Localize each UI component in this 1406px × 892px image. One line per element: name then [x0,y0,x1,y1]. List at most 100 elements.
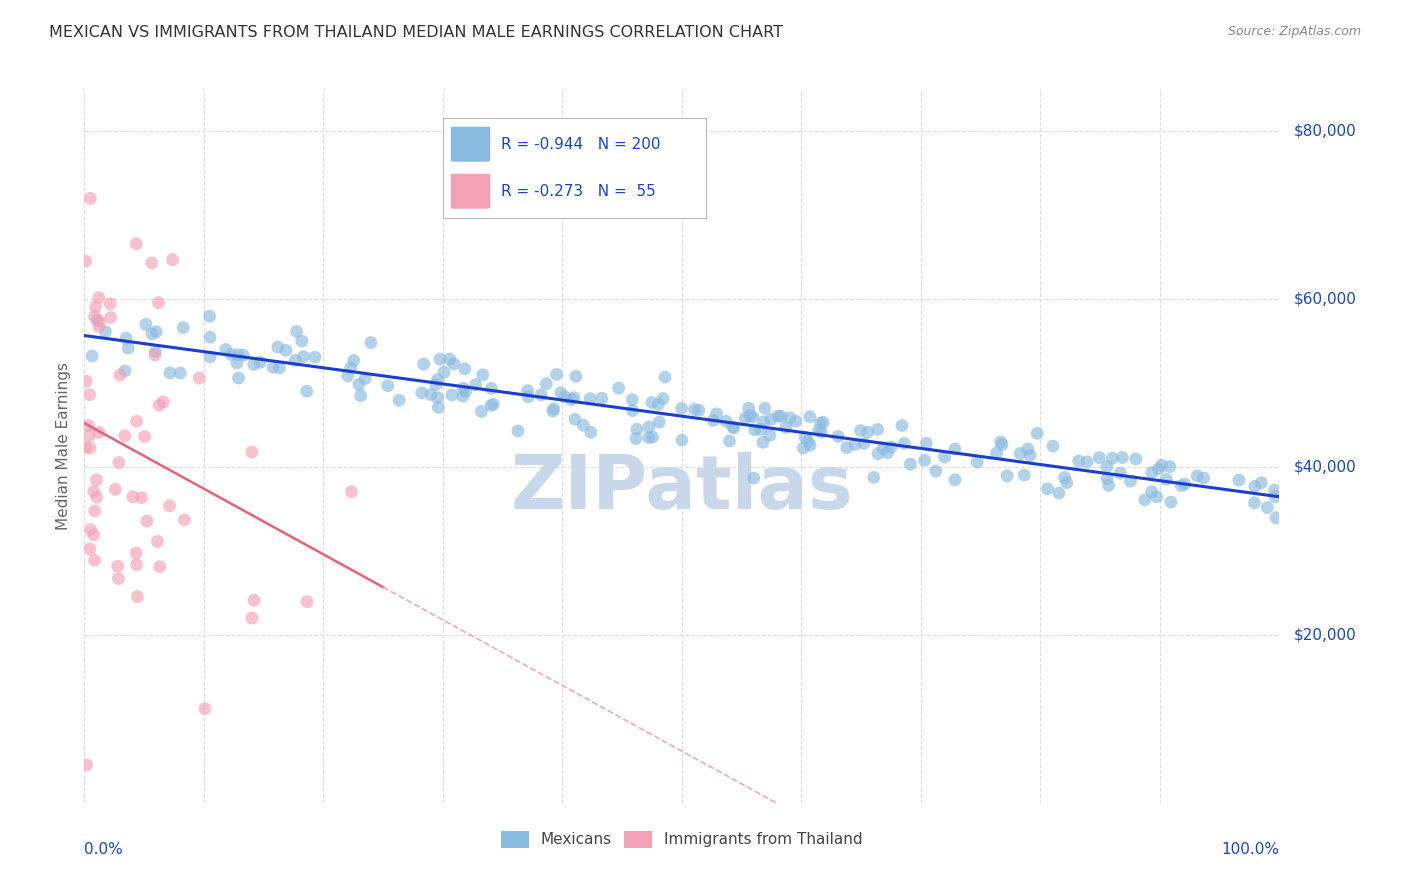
Point [752,435,775,450]
Point [262,360,284,375]
Point [1014,468,1036,483]
Point [759,428,782,442]
Point [1160,495,1182,509]
Point [934,450,956,464]
Point [943,473,966,487]
Point [654,370,676,384]
Point [354,371,377,385]
Point [98,297,121,311]
Point [336,368,359,383]
Point [856,425,879,439]
Point [550,385,572,400]
Point [868,447,890,461]
Point [813,415,835,429]
Point [718,434,741,448]
Point [1017,442,1039,456]
Point [159,499,181,513]
Point [564,412,586,426]
Point [1264,490,1286,504]
Point [579,392,602,406]
Point [134,429,156,443]
Point [83,553,105,567]
Point [770,409,793,424]
Point [136,514,159,528]
Point [412,357,434,371]
Point [108,368,131,382]
Point [292,350,315,364]
Point [752,415,775,429]
Y-axis label: Median Male Earnings: Median Male Earnings [56,362,72,530]
Point [141,256,163,270]
Point [76,758,98,772]
Point [799,438,821,452]
Point [702,413,724,427]
Point [114,428,136,442]
Point [267,340,290,354]
Point [835,441,858,455]
Point [749,422,772,436]
Point [621,403,644,417]
Point [87,319,110,334]
Point [89,314,111,328]
Point [440,388,463,402]
Point [1192,471,1215,485]
Point [125,546,148,560]
Point [1111,450,1133,465]
Point [117,341,139,355]
Point [876,445,898,459]
Point [479,381,502,395]
Point [1095,471,1118,485]
Point [1119,474,1142,488]
Point [295,384,318,399]
Point [914,453,936,467]
Point [641,395,664,409]
Point [759,412,782,426]
Point [1101,451,1123,466]
Point [560,392,582,407]
Point [87,425,110,440]
Point [671,433,693,447]
Point [890,418,912,433]
Point [991,437,1014,451]
Point [94,325,117,339]
Point [148,295,170,310]
Point [127,590,149,604]
Point [125,414,148,428]
Point [83,528,105,542]
Point [621,392,644,407]
Point [810,425,832,439]
Point [849,424,872,438]
Point [1010,446,1032,460]
Point [624,432,647,446]
Point [114,364,136,378]
Point [1265,510,1288,524]
Point [1140,466,1163,480]
Text: ZIPatlas: ZIPatlas [510,452,853,525]
Point [198,350,221,364]
Point [799,409,821,424]
Point [1243,496,1265,510]
Point [360,335,382,350]
Point [530,388,553,402]
Point [249,355,271,369]
Point [125,558,148,572]
Point [240,611,263,625]
Point [1174,477,1197,491]
Point [84,300,107,314]
Point [915,436,938,450]
Point [1263,483,1285,498]
Point [775,420,797,434]
Point [852,436,875,450]
Point [797,434,820,449]
Point [638,420,661,434]
Point [807,423,830,437]
Point [893,436,915,450]
Point [479,398,502,412]
Point [1170,479,1192,493]
Point [565,369,588,384]
Point [723,421,745,435]
Point [274,343,297,358]
Point [1076,455,1098,469]
Point [225,356,247,370]
Point [77,418,100,433]
